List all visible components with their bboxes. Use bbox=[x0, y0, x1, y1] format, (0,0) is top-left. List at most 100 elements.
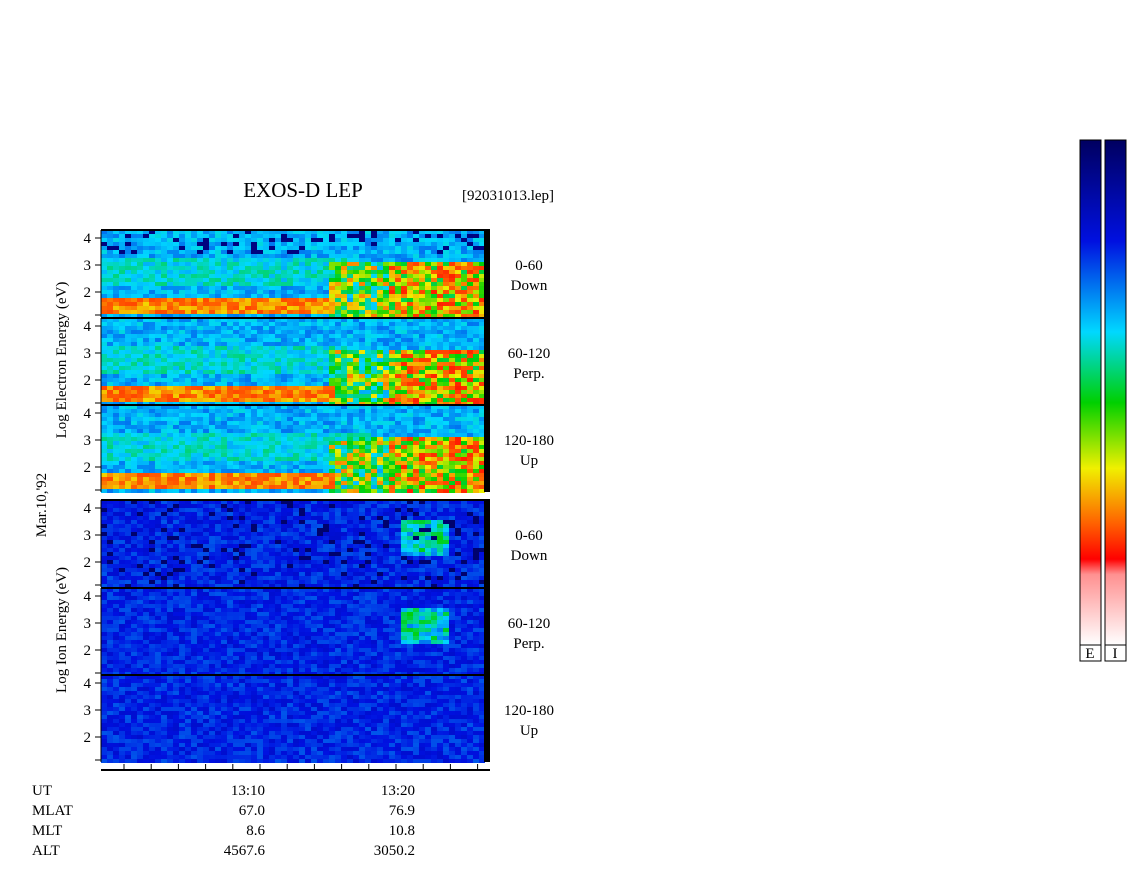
cell bbox=[359, 230, 365, 234]
cell bbox=[263, 354, 269, 358]
cell bbox=[251, 318, 257, 322]
cell bbox=[209, 354, 215, 358]
cell bbox=[299, 437, 305, 441]
cell bbox=[311, 338, 317, 342]
cell bbox=[233, 473, 239, 477]
cell bbox=[437, 457, 443, 461]
cell bbox=[149, 270, 155, 274]
cell bbox=[179, 234, 185, 238]
cell bbox=[365, 489, 371, 493]
cell bbox=[371, 516, 377, 520]
cell bbox=[191, 370, 197, 374]
cell bbox=[407, 449, 413, 453]
cell bbox=[401, 326, 407, 330]
cell bbox=[419, 290, 425, 294]
cell bbox=[377, 242, 383, 246]
cell bbox=[161, 516, 167, 520]
cell bbox=[389, 234, 395, 238]
cell bbox=[371, 445, 377, 449]
cell bbox=[443, 350, 449, 354]
cell bbox=[467, 234, 473, 238]
cell bbox=[323, 405, 329, 409]
cell bbox=[131, 282, 137, 286]
cell bbox=[185, 405, 191, 409]
cell bbox=[365, 413, 371, 417]
cell bbox=[209, 258, 215, 262]
cell bbox=[269, 262, 275, 266]
cell bbox=[239, 310, 245, 314]
cell bbox=[359, 386, 365, 390]
cell bbox=[269, 386, 275, 390]
cell bbox=[131, 429, 137, 433]
cell bbox=[449, 302, 455, 306]
cell bbox=[359, 512, 365, 516]
cell bbox=[293, 544, 299, 548]
cell bbox=[425, 342, 431, 346]
cell bbox=[377, 390, 383, 394]
cell bbox=[197, 409, 203, 413]
cell bbox=[401, 394, 407, 398]
cell bbox=[143, 254, 149, 258]
cell bbox=[251, 477, 257, 481]
cell bbox=[113, 242, 119, 246]
cell bbox=[215, 461, 221, 465]
cell bbox=[455, 298, 461, 302]
cell bbox=[239, 318, 245, 322]
cell bbox=[431, 417, 437, 421]
cell bbox=[245, 481, 251, 485]
cell bbox=[449, 481, 455, 485]
cell bbox=[413, 342, 419, 346]
cell bbox=[227, 238, 233, 242]
cell bbox=[473, 314, 479, 318]
cell bbox=[209, 409, 215, 413]
cell bbox=[125, 242, 131, 246]
cell bbox=[401, 445, 407, 449]
cell bbox=[149, 302, 155, 306]
cell bbox=[281, 230, 287, 234]
cell bbox=[173, 318, 179, 322]
cell bbox=[401, 378, 407, 382]
cell bbox=[191, 230, 197, 234]
cell bbox=[473, 254, 479, 258]
cell bbox=[413, 433, 419, 437]
cell bbox=[239, 374, 245, 378]
cell bbox=[461, 413, 467, 417]
cell bbox=[101, 362, 107, 366]
cell bbox=[245, 374, 251, 378]
cell bbox=[275, 366, 281, 370]
cell bbox=[143, 346, 149, 350]
cell bbox=[209, 366, 215, 370]
cell bbox=[359, 330, 365, 334]
cell bbox=[329, 354, 335, 358]
cell bbox=[335, 326, 341, 330]
cell bbox=[413, 405, 419, 409]
cell bbox=[161, 473, 167, 477]
cell bbox=[431, 362, 437, 366]
cell bbox=[167, 500, 173, 504]
cell bbox=[311, 520, 317, 524]
cell bbox=[149, 362, 155, 366]
cell bbox=[245, 461, 251, 465]
cell bbox=[149, 282, 155, 286]
cell bbox=[185, 286, 191, 290]
cell bbox=[185, 334, 191, 338]
cell bbox=[263, 282, 269, 286]
cell bbox=[161, 504, 167, 508]
cell bbox=[239, 477, 245, 481]
cell bbox=[437, 386, 443, 390]
cell bbox=[119, 234, 125, 238]
cell bbox=[257, 342, 263, 346]
cell bbox=[323, 386, 329, 390]
cell bbox=[311, 441, 317, 445]
cell bbox=[185, 326, 191, 330]
cell bbox=[125, 485, 131, 489]
cell bbox=[173, 465, 179, 469]
cell bbox=[197, 278, 203, 282]
cell bbox=[293, 477, 299, 481]
cell bbox=[443, 262, 449, 266]
cell bbox=[227, 286, 233, 290]
cell bbox=[173, 516, 179, 520]
cell bbox=[155, 310, 161, 314]
cell bbox=[167, 262, 173, 266]
cell bbox=[365, 437, 371, 441]
